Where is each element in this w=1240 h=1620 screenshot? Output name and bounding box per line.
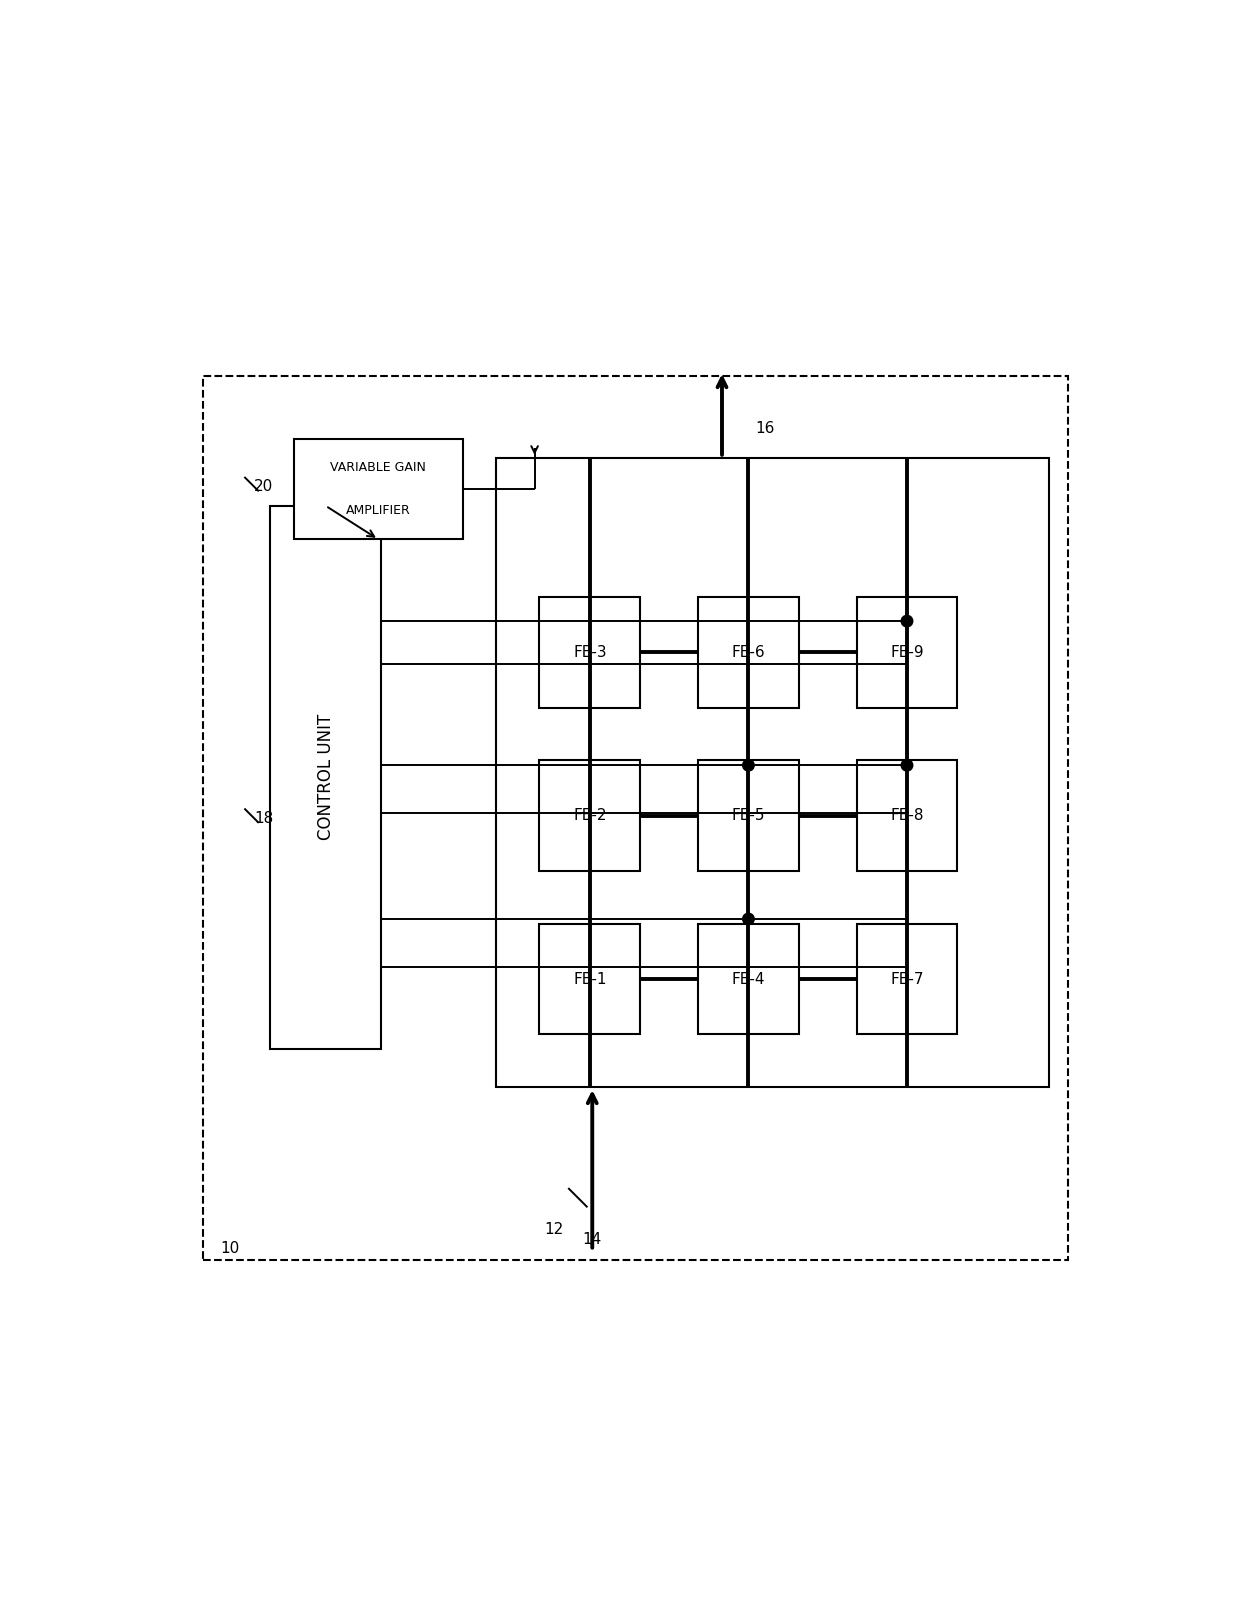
Text: FE-4: FE-4 (732, 972, 765, 987)
FancyBboxPatch shape (496, 458, 1049, 1087)
FancyBboxPatch shape (857, 598, 957, 708)
Text: FE-8: FE-8 (890, 808, 924, 823)
Text: FE-1: FE-1 (573, 972, 606, 987)
FancyBboxPatch shape (857, 923, 957, 1034)
Circle shape (901, 616, 913, 627)
FancyBboxPatch shape (698, 598, 799, 708)
Circle shape (743, 914, 754, 925)
FancyBboxPatch shape (857, 760, 957, 872)
Circle shape (743, 760, 754, 771)
Text: 12: 12 (544, 1221, 563, 1238)
Text: FE-6: FE-6 (732, 645, 765, 659)
FancyBboxPatch shape (539, 598, 640, 708)
Text: AMPLIFIER: AMPLIFIER (346, 504, 410, 517)
FancyBboxPatch shape (539, 760, 640, 872)
Text: 16: 16 (755, 421, 775, 436)
Circle shape (901, 760, 913, 771)
Text: 14: 14 (583, 1231, 601, 1246)
FancyBboxPatch shape (539, 923, 640, 1034)
Text: FE-5: FE-5 (732, 808, 765, 823)
Text: 18: 18 (254, 810, 273, 826)
Text: 20: 20 (254, 480, 273, 494)
Text: FE-7: FE-7 (890, 972, 924, 987)
FancyBboxPatch shape (698, 923, 799, 1034)
FancyBboxPatch shape (698, 760, 799, 872)
Text: FE-9: FE-9 (890, 645, 924, 659)
Text: FE-3: FE-3 (573, 645, 606, 659)
FancyBboxPatch shape (270, 505, 381, 1048)
Text: 10: 10 (221, 1241, 239, 1256)
Text: VARIABLE GAIN: VARIABLE GAIN (331, 462, 427, 475)
FancyBboxPatch shape (294, 439, 463, 539)
Text: FE-2: FE-2 (573, 808, 606, 823)
Text: CONTROL UNIT: CONTROL UNIT (316, 714, 335, 841)
